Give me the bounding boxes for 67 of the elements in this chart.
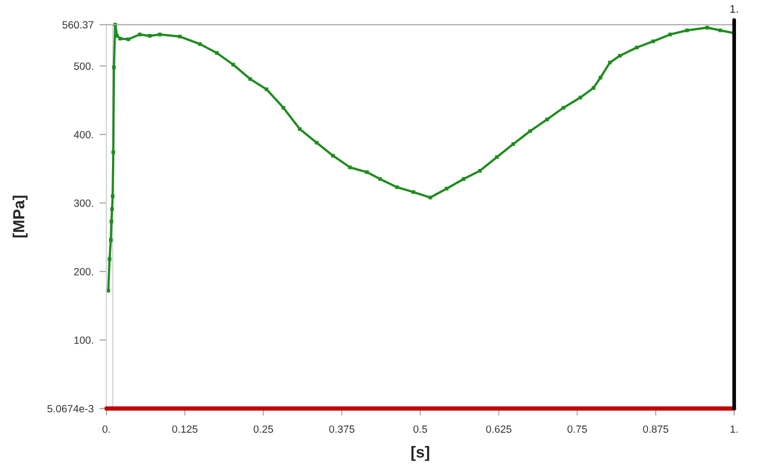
y-axis-title: [MPa] xyxy=(12,196,28,238)
point xyxy=(651,40,655,44)
point xyxy=(685,28,689,32)
x-tick-label: 0. xyxy=(102,425,110,433)
point xyxy=(578,96,582,100)
point xyxy=(395,185,399,190)
point xyxy=(314,140,319,145)
point xyxy=(511,142,515,146)
point xyxy=(718,28,722,32)
y-tick-label: 400. xyxy=(74,130,93,138)
x-tick-label: 0.375 xyxy=(329,425,354,433)
point xyxy=(618,54,622,58)
point xyxy=(528,129,532,133)
x-tick-label: 0.25 xyxy=(254,425,274,433)
point xyxy=(178,34,182,38)
point xyxy=(348,166,352,170)
point xyxy=(635,46,639,50)
point xyxy=(148,34,152,38)
point xyxy=(428,196,432,200)
point xyxy=(110,220,114,224)
point xyxy=(378,177,382,181)
point xyxy=(545,118,549,122)
x-tick-label: 1. xyxy=(730,426,738,433)
point xyxy=(608,60,612,64)
y-tick-label: 300. xyxy=(74,199,93,207)
y-tick-label: 200. xyxy=(74,268,93,276)
point xyxy=(118,36,122,40)
point xyxy=(110,207,114,211)
point xyxy=(705,26,709,30)
point xyxy=(668,32,672,36)
point xyxy=(126,37,130,42)
x-tick-label: 0.75 xyxy=(567,425,587,433)
x-tick-label: 0.125 xyxy=(172,425,198,433)
x-axis-title: [s] xyxy=(411,446,430,461)
point xyxy=(158,32,162,36)
y-tick-label: 5.0674e-3 xyxy=(47,405,94,412)
point xyxy=(598,76,602,80)
point xyxy=(365,170,369,174)
point xyxy=(138,32,142,36)
ref-line-label: 1. xyxy=(730,5,738,13)
point xyxy=(462,177,466,181)
point xyxy=(298,127,302,131)
point xyxy=(264,87,268,92)
x-tick-label: 0.875 xyxy=(643,425,668,433)
point xyxy=(112,66,116,70)
point xyxy=(248,77,252,81)
point xyxy=(112,150,116,154)
point xyxy=(108,257,112,261)
point xyxy=(198,42,202,46)
point xyxy=(412,190,416,194)
point xyxy=(231,62,236,66)
y-tick-label: 100. xyxy=(74,336,93,344)
point xyxy=(115,34,119,38)
point xyxy=(495,155,499,159)
point xyxy=(108,238,113,242)
point xyxy=(592,86,596,90)
point xyxy=(282,106,286,110)
point xyxy=(215,51,219,55)
x-tick-label: 0.625 xyxy=(486,425,512,433)
point xyxy=(562,106,566,110)
y-tick-label: 560.37 xyxy=(62,21,94,29)
x-tick-label: 0.5 xyxy=(413,425,428,433)
y-tick-label: 500. xyxy=(74,62,93,70)
point xyxy=(444,186,448,190)
point xyxy=(478,168,482,173)
point xyxy=(331,154,335,158)
point xyxy=(110,194,114,198)
